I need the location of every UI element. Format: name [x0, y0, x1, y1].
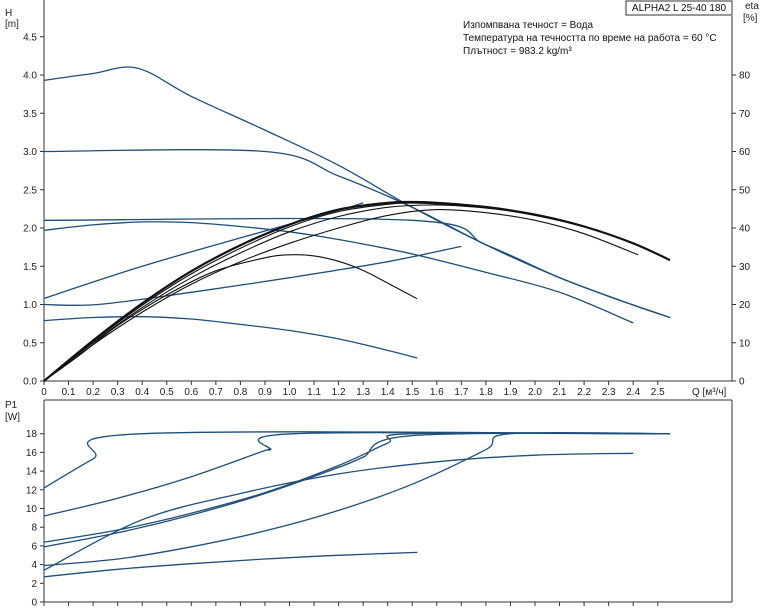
eta-tick-label: 80	[739, 71, 751, 82]
head-axis-title: H	[5, 8, 12, 19]
eta-tick-label: 60	[739, 147, 751, 158]
flow-tick-label: 1.3	[356, 387, 370, 398]
flow-tick-label: 2.2	[577, 387, 591, 398]
flow-axis-title: Q [м³/ч]	[692, 387, 727, 398]
flow-tick-label: 2.4	[626, 387, 640, 398]
eta-tick-label: 0	[739, 377, 745, 388]
ticks-layer: 0 0.1 0.2 0.3 0.4 0.5 0.6 0.7 0.8 0.9 1.0 1.1 1.2 1.3…	[23, 32, 750, 608]
flow-tick-label: 0.7	[209, 387, 223, 398]
head-curve	[43, 245, 462, 307]
head-tick-label: 0.5	[23, 338, 37, 349]
model-label: ALPHA2 L 25-40 180	[632, 3, 727, 14]
power-tick-label: 4	[31, 560, 37, 571]
flow-tick-label: 2.5	[651, 387, 665, 398]
flow-tick-label: 1.2	[332, 387, 346, 398]
power-curve	[43, 452, 634, 571]
flow-tick-label: 1.6	[430, 387, 444, 398]
head-tick-label: 1.0	[23, 300, 37, 311]
flow-tick-label: 2.3	[602, 387, 616, 398]
flow-tick-label: 1.7	[454, 387, 468, 398]
flow-tick-label: 1.0	[283, 387, 297, 398]
flow-tick-label: 0.4	[135, 387, 149, 398]
head-curve	[43, 217, 671, 319]
flow-tick-label: 1.9	[503, 387, 517, 398]
head-tick-label: 3.5	[23, 109, 37, 120]
fluid-info-line: Плътност = 983.2 kg/m³	[463, 46, 572, 57]
eta-tick-label: 20	[739, 300, 751, 311]
power-curve	[43, 551, 418, 578]
head-tick-label: 0.0	[23, 377, 37, 388]
power-tick-label: 2	[31, 579, 37, 590]
flow-tick-label: 1.1	[307, 387, 321, 398]
flow-tick-label: 1.5	[405, 387, 419, 398]
head-curve	[43, 221, 634, 324]
eta-axis-unit: [%]	[743, 13, 758, 24]
power-tick-label: 0	[31, 598, 37, 609]
flow-tick-label: 0.6	[184, 387, 198, 398]
power-tick-label: 12	[26, 485, 38, 496]
head-curve	[43, 316, 418, 359]
power-axis-title: P1	[5, 400, 18, 411]
power-curve	[43, 431, 671, 517]
eta-tick-label: 70	[739, 109, 751, 120]
flow-tick-label: 1.8	[479, 387, 493, 398]
flow-tick-label: 0.9	[258, 387, 272, 398]
eta-tick-label: 40	[739, 224, 751, 235]
fluid-info: Изпомпвана течност = Вода Температура на…	[463, 20, 717, 57]
fluid-info-line: Температура на течността по време на раб…	[463, 32, 717, 44]
flow-tick-label: 0.1	[62, 387, 76, 398]
efficiency-curve	[43, 200, 671, 382]
head-axis-unit: [m]	[5, 19, 19, 30]
eta-tick-label: 10	[739, 338, 751, 349]
curves-layer	[43, 66, 671, 578]
power-tick-label: 14	[26, 467, 38, 478]
power-tick-label: 16	[26, 448, 38, 459]
head-tick-label: 2.5	[23, 185, 37, 196]
head-tick-label: 2.0	[23, 224, 37, 235]
power-tick-label: 18	[26, 429, 38, 440]
fluid-info-line: Изпомпвана течност = Вода	[463, 20, 593, 31]
flow-tick-label: 0	[41, 387, 47, 398]
power-curve	[43, 432, 671, 543]
flow-tick-label: 1.4	[381, 387, 395, 398]
model-label-box: ALPHA2 L 25-40 180	[625, 0, 733, 16]
power-tick-label: 6	[31, 541, 37, 552]
efficiency-curve	[43, 208, 639, 382]
flow-tick-label: 0.3	[111, 387, 125, 398]
flow-tick-label: 0.5	[160, 387, 174, 398]
eta-axis-title: eta	[745, 1, 759, 12]
efficiency-curve	[43, 254, 418, 382]
power-curve	[43, 431, 671, 567]
head-tick-label: 3.0	[23, 147, 37, 158]
flow-tick-label: 0.8	[233, 387, 247, 398]
eta-tick-label: 50	[739, 185, 751, 196]
flow-tick-label: 2.0	[528, 387, 542, 398]
eta-tick-label: 30	[739, 262, 751, 273]
flow-tick-label: 0.2	[86, 387, 100, 398]
head-tick-label: 1.5	[23, 262, 37, 273]
head-tick-label: 4.0	[23, 71, 37, 82]
power-tick-label: 10	[26, 504, 38, 515]
power-curve	[43, 432, 671, 548]
head-tick-label: 4.5	[23, 32, 37, 43]
flow-tick-label: 2.1	[553, 387, 567, 398]
power-tick-label: 8	[31, 523, 37, 534]
power-axis-unit: [W]	[5, 412, 20, 423]
